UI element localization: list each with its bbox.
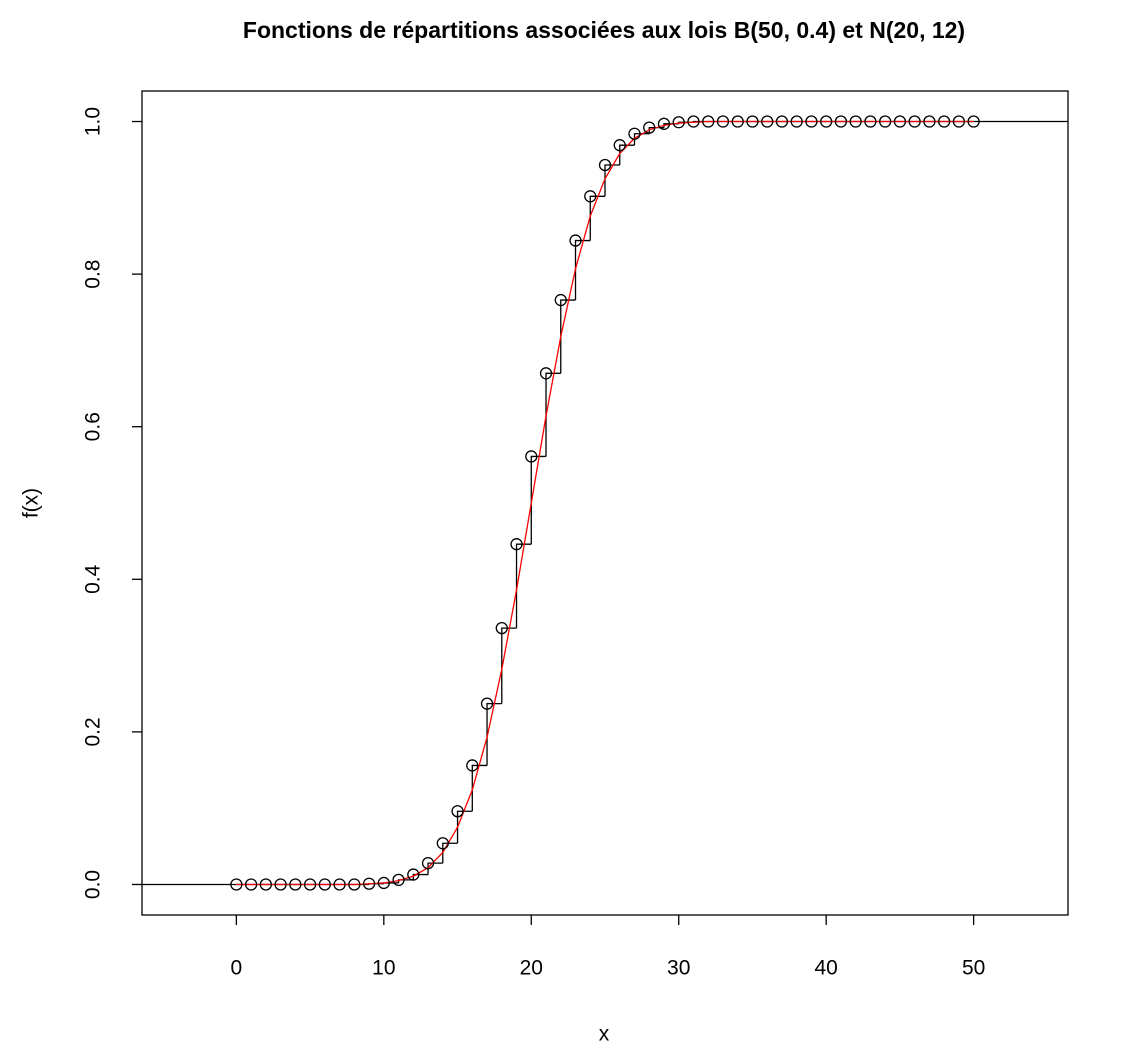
x-tick-label: 50: [962, 957, 985, 980]
point: [598, 158, 612, 172]
point: [790, 115, 803, 128]
point: [834, 115, 848, 128]
y-tick-label: 0.4: [82, 564, 105, 594]
y-tick-label: 0.0: [82, 870, 105, 899]
x-tick-label: 40: [814, 957, 837, 980]
y-tick-label: 1.0: [82, 107, 105, 136]
step-segment: [486, 703, 502, 766]
chart-title: Fonctions de répartitions associées aux …: [243, 17, 965, 43]
step-segment: [530, 455, 547, 545]
step-segment: [604, 164, 620, 197]
point: [893, 115, 907, 128]
step-segment: [397, 879, 414, 883]
y-axis-label: f(x): [20, 488, 43, 518]
step-segment: [589, 195, 605, 241]
point: [333, 878, 346, 891]
step-segment: [648, 126, 664, 134]
step-segment: [412, 873, 429, 880]
point: [643, 121, 656, 134]
point: [628, 127, 641, 140]
point: [466, 759, 479, 772]
point: [244, 878, 258, 891]
x-tick-label: 10: [372, 957, 395, 980]
plot-frame: [141, 90, 1069, 916]
step-segment: [560, 299, 576, 374]
step-segment: [619, 144, 635, 166]
step-segment: [633, 133, 650, 146]
point: [908, 115, 921, 128]
point: [274, 878, 287, 891]
x-axis-label: x: [599, 1023, 610, 1046]
step-segment: [515, 543, 532, 629]
point: [967, 115, 980, 128]
point: [495, 621, 508, 635]
step-segment: [456, 810, 473, 844]
point: [480, 697, 494, 710]
point: [687, 115, 700, 128]
point: [775, 115, 789, 128]
step-segment: [574, 239, 591, 301]
step-segment: [442, 842, 458, 864]
x-tick-label: 0: [231, 957, 243, 980]
y-tick-label: 0.2: [82, 717, 105, 746]
point: [820, 115, 833, 128]
point: [377, 876, 390, 890]
point: [525, 450, 538, 463]
point: [761, 115, 774, 128]
x-tick-label: 30: [667, 957, 690, 980]
point: [952, 115, 966, 128]
y-tick-label: 0.6: [82, 412, 105, 441]
point: [303, 878, 317, 891]
point: [436, 837, 449, 850]
point: [805, 115, 818, 128]
point: [451, 805, 464, 818]
point: [407, 868, 420, 881]
point: [348, 878, 361, 891]
point: [584, 190, 597, 203]
point: [539, 367, 553, 380]
point: [362, 877, 376, 890]
point: [746, 115, 759, 128]
point: [657, 117, 671, 130]
step-segment: [427, 862, 443, 875]
point: [716, 115, 730, 128]
point: [879, 115, 892, 128]
step-segment: [545, 372, 561, 457]
point: [923, 115, 936, 128]
y-tick-label: 0.8: [82, 260, 105, 289]
point: [392, 873, 405, 887]
point: [731, 115, 744, 128]
step-segment: [501, 627, 517, 704]
point: [554, 293, 567, 307]
point: [259, 878, 273, 891]
point: [864, 115, 877, 128]
point: [937, 115, 951, 128]
point: [849, 115, 862, 128]
normal-cdf-line: [236, 120, 974, 886]
point: [230, 878, 243, 891]
point: [672, 116, 685, 129]
step-segment: [471, 764, 488, 812]
point: [613, 139, 626, 152]
point: [702, 115, 715, 128]
point: [569, 234, 582, 247]
point: [289, 878, 302, 891]
point: [318, 878, 331, 891]
point: [421, 856, 435, 870]
point: [510, 538, 523, 551]
x-tick-label: 20: [520, 957, 543, 980]
